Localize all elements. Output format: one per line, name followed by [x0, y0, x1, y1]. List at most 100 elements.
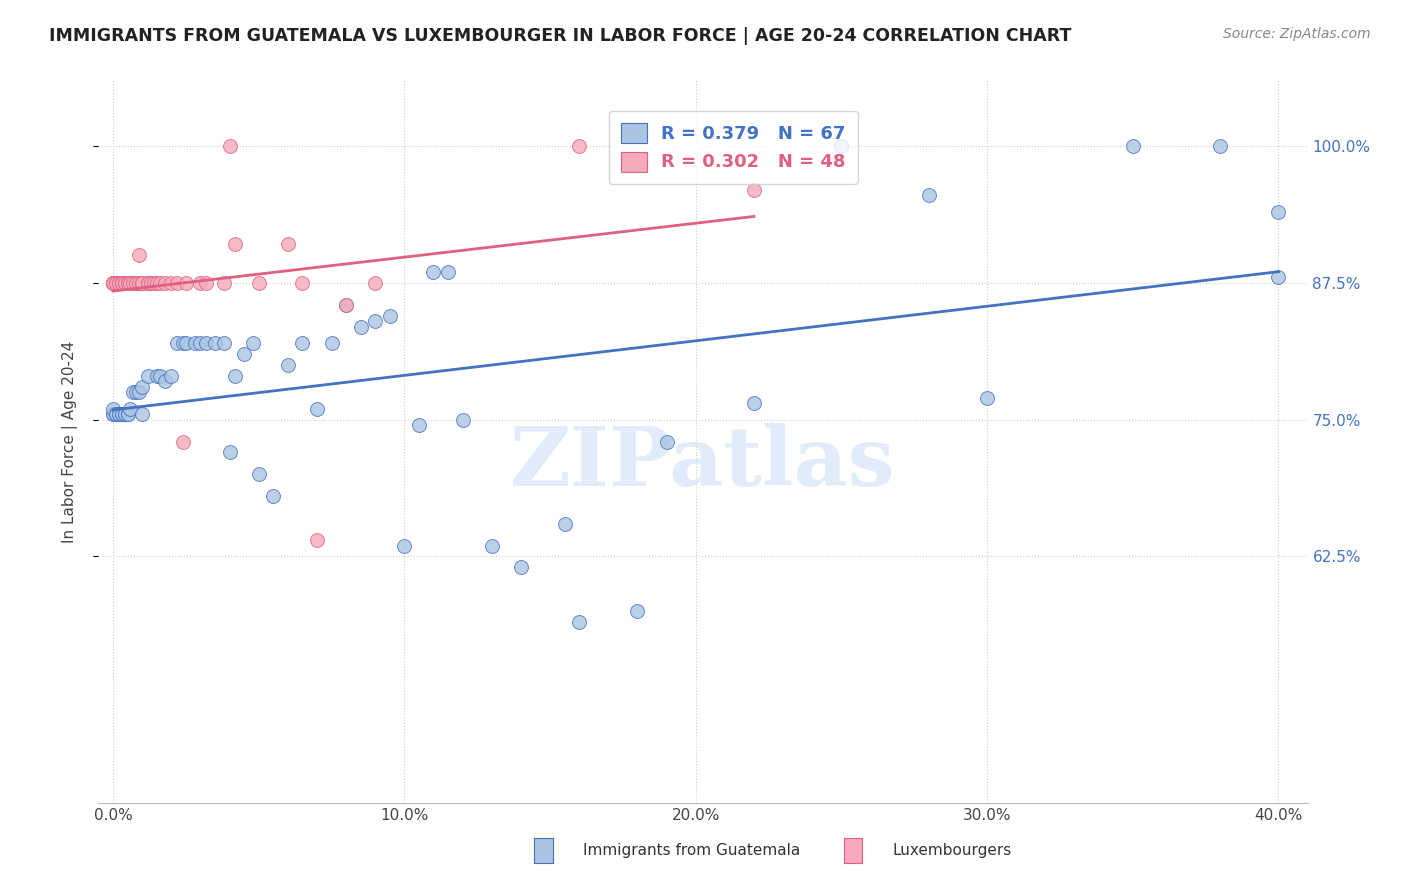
Point	[212, 276, 235, 290]
Point	[117, 276, 139, 290]
Point	[111, 407, 134, 421]
Point	[172, 434, 194, 449]
Point	[190, 336, 212, 351]
Point	[481, 539, 503, 553]
Point	[111, 276, 134, 290]
Point	[655, 434, 678, 449]
Point	[350, 319, 373, 334]
Point	[101, 407, 124, 421]
Point	[101, 276, 124, 290]
Point	[101, 407, 124, 421]
Point	[626, 604, 648, 618]
Point	[125, 385, 148, 400]
Point	[101, 276, 124, 290]
Point	[174, 276, 197, 290]
Point	[142, 276, 165, 290]
Point	[247, 467, 270, 482]
Point	[742, 183, 765, 197]
Point	[104, 407, 127, 421]
Text: ZIPatlas: ZIPatlas	[510, 423, 896, 503]
Point	[1122, 139, 1144, 153]
Point	[111, 276, 134, 290]
Point	[378, 309, 401, 323]
Point	[136, 368, 159, 383]
Point	[166, 276, 188, 290]
Point	[1267, 204, 1289, 219]
Point	[224, 237, 246, 252]
Point	[108, 276, 131, 290]
Point	[195, 276, 218, 290]
Point	[554, 516, 576, 531]
Point	[364, 314, 387, 328]
Point	[918, 188, 941, 202]
Point	[568, 615, 591, 630]
Text: Luxembourgers: Luxembourgers	[893, 844, 1012, 858]
Point	[111, 407, 134, 421]
Point	[1267, 270, 1289, 285]
Point	[117, 407, 139, 421]
Point	[212, 336, 235, 351]
Text: Source: ZipAtlas.com: Source: ZipAtlas.com	[1223, 27, 1371, 41]
Point	[277, 358, 299, 372]
Point	[104, 276, 127, 290]
Point	[364, 276, 387, 290]
Point	[568, 139, 591, 153]
Point	[305, 533, 328, 547]
Point	[108, 276, 131, 290]
Point	[120, 276, 142, 290]
Point	[335, 298, 357, 312]
Point	[125, 276, 148, 290]
Point	[321, 336, 343, 351]
Point	[131, 276, 153, 290]
Point	[335, 298, 357, 312]
Point	[451, 412, 474, 426]
Point	[509, 560, 531, 574]
Point	[437, 265, 460, 279]
Point	[104, 407, 127, 421]
Point	[128, 276, 150, 290]
Point	[122, 276, 145, 290]
Point	[145, 276, 167, 290]
Text: IMMIGRANTS FROM GUATEMALA VS LUXEMBOURGER IN LABOR FORCE | AGE 20-24 CORRELATION: IMMIGRANTS FROM GUATEMALA VS LUXEMBOURGE…	[49, 27, 1071, 45]
Point	[111, 276, 134, 290]
Point	[224, 368, 246, 383]
Legend: R = 0.379   N = 67, R = 0.302   N = 48: R = 0.379 N = 67, R = 0.302 N = 48	[609, 111, 858, 184]
Point	[155, 374, 177, 388]
Y-axis label: In Labor Force | Age 20-24: In Labor Force | Age 20-24	[62, 341, 77, 542]
Point	[204, 336, 226, 351]
Point	[218, 139, 240, 153]
Point	[128, 248, 150, 262]
Point	[149, 276, 172, 290]
Point	[128, 385, 150, 400]
Point	[172, 336, 194, 351]
Point	[114, 407, 136, 421]
Point	[104, 276, 127, 290]
Point	[131, 380, 153, 394]
Point	[136, 276, 159, 290]
Point	[291, 276, 314, 290]
Point	[976, 391, 998, 405]
Point	[218, 445, 240, 459]
Point	[277, 237, 299, 252]
Point	[233, 347, 256, 361]
Point	[125, 276, 148, 290]
Point	[305, 401, 328, 416]
Point	[145, 368, 167, 383]
Point	[195, 336, 218, 351]
Point	[262, 489, 284, 503]
Point	[408, 418, 430, 433]
Point	[114, 276, 136, 290]
Point	[122, 385, 145, 400]
Point	[160, 368, 183, 383]
Point	[183, 336, 205, 351]
Point	[190, 276, 212, 290]
Point	[131, 407, 153, 421]
Point	[131, 276, 153, 290]
Point	[155, 276, 177, 290]
Point	[101, 276, 124, 290]
Point	[149, 368, 172, 383]
Point	[108, 407, 131, 421]
Point	[108, 407, 131, 421]
Point	[242, 336, 264, 351]
Text: Immigrants from Guatemala: Immigrants from Guatemala	[583, 844, 801, 858]
